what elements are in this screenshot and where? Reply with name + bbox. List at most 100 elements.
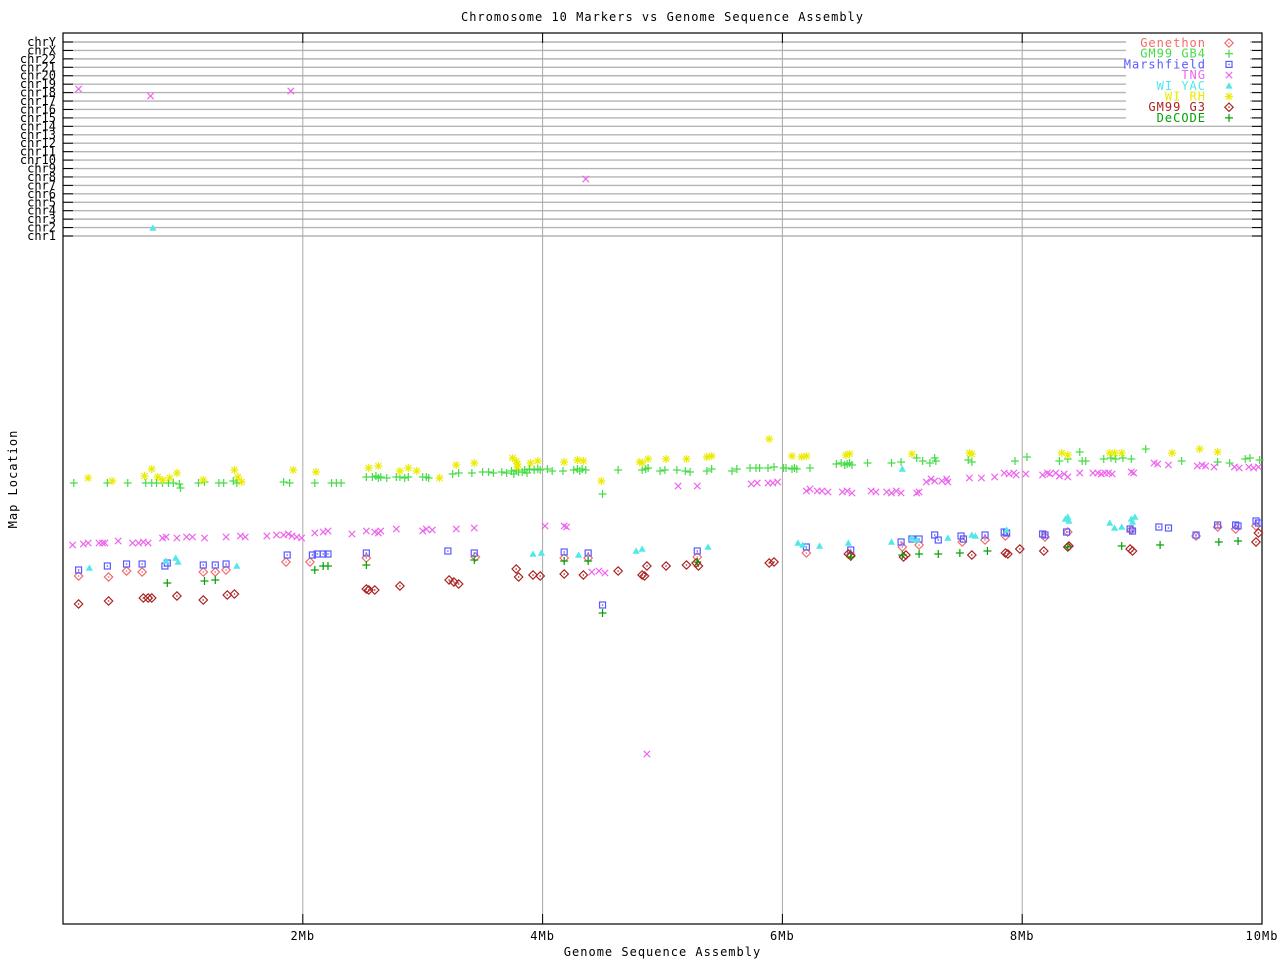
data-point-tng [222,533,230,541]
data-point-tng [562,523,571,531]
data-point-decode [310,566,319,574]
data-point-tng [1127,468,1135,476]
data-point-gm99-gb4 [310,479,319,487]
data-point-marshfield [897,538,905,546]
data-point-gm99-g3 [146,592,157,604]
data-point-gm99-g3 [681,559,692,571]
data-point-wi-rh [1195,445,1204,453]
data-point-marshfield [122,560,131,568]
series-marshfield [74,517,1263,609]
data-point-marshfield [1128,527,1137,535]
data-point-tng [392,525,400,533]
y-tick-label: chr12 [20,136,56,150]
data-point-genethon [198,566,209,578]
data-point-tng [1108,470,1116,478]
data-point-gm99-gb4 [1127,455,1136,463]
data-point-gm99-gb4 [887,459,896,467]
data-point-wi-yac [1110,524,1119,531]
data-point-gm99-g3 [639,570,650,582]
data-point-tng [582,175,590,183]
y-tick-label: chr16 [20,102,56,116]
data-point-gm99-gb4 [728,467,737,475]
y-axis-title: Map Location [6,429,20,529]
y-tick-label: chr19 [20,77,56,91]
data-point-gm99-gb4 [1081,457,1090,465]
data-point-gm99-gb4 [548,467,557,475]
y-tick-label: chr1 [27,229,56,243]
data-point-wi-yac [1128,518,1137,525]
data-point-gm99-gb4 [543,465,552,473]
data-point-tng [146,92,155,100]
data-point-wi-rh [644,455,653,463]
data-point-wi-rh [237,478,246,486]
data-point-genethon [897,541,908,553]
data-point-tng [588,568,596,576]
data-point-tng [595,567,603,575]
data-point-gm99-gb4 [686,468,695,476]
data-point-gm99-gb4 [1075,448,1084,456]
data-point-decode [1063,543,1072,551]
data-point-decode [323,562,332,570]
data-point-gm99-gb4 [707,465,716,473]
data-point-wi-yac [1106,519,1114,526]
data-point-wi-rh [533,457,542,465]
data-point-tng [824,488,832,496]
data-point-gm99-gb4 [656,467,665,475]
data-point-wi-yac [172,554,180,561]
data-point-gm99-gb4 [598,490,607,498]
data-point-wi-rh [435,474,444,482]
data-point-decode [560,557,569,565]
data-point-tng [1130,469,1138,477]
y-tick-label: chr11 [20,145,56,159]
data-point-decode [846,553,855,561]
data-point-wi-rh [707,452,716,460]
data-point-tng [965,474,974,482]
data-point-wi-rh [1110,449,1119,457]
data-point-wi-rh [802,452,811,460]
y-tick-label: chr10 [20,153,56,167]
y-tick-label: chr18 [20,86,56,100]
data-point-gm99-gb4 [1011,457,1020,465]
data-point-marshfield [211,561,219,569]
data-point-tng [915,488,923,496]
data-point-wi-yac [529,550,537,557]
data-point-wi-yac [1118,523,1126,530]
legend-marker-decode [1225,113,1233,122]
data-point-tng [693,482,701,490]
data-point-wi-rh [638,459,647,467]
data-point-marshfield [1164,524,1173,532]
data-point-wi-rh [787,452,796,460]
y-tick-label: chr21 [20,60,56,74]
data-point-gm99-gb4 [497,468,506,476]
data-point-wi-rh [364,464,373,472]
data-point-gm99-gb4 [764,464,773,472]
data-point-gm99-gb4 [837,459,846,467]
legend-marker-wi-yac [1225,82,1233,89]
data-point-marshfield [444,547,452,555]
data-point-gm99-g3 [1002,548,1013,560]
y-tick-label: chr4 [27,204,56,218]
chart-title: Chromosome 10 Markers vs Genome Sequence… [460,10,864,24]
data-point-gm99-g3 [453,578,464,590]
data-point-genethon [103,571,114,583]
series-tng [68,85,1263,758]
data-point-gm99-gb4 [732,465,741,473]
data-point-gm99-gb4 [1099,455,1108,463]
data-point-tng [128,539,137,547]
data-point-wi-yac [913,536,921,543]
data-point-gm99-gb4 [229,477,238,485]
data-point-marshfield [981,531,989,539]
data-point-marshfield [1214,521,1222,529]
data-point-decode [983,547,992,555]
data-point-marshfield [598,601,607,609]
data-point-gm99-g3 [1253,527,1264,539]
data-point-genethon [280,556,292,568]
data-point-wi-rh [682,455,691,463]
data-point-marshfield [283,551,291,559]
data-point-decode [915,550,924,558]
data-point-gm99-gb4 [702,467,711,475]
data-point-tng [470,524,478,532]
y-tick-label: chr17 [20,94,56,108]
data-point-tng [1046,470,1054,478]
data-point-wi-rh [199,476,208,484]
